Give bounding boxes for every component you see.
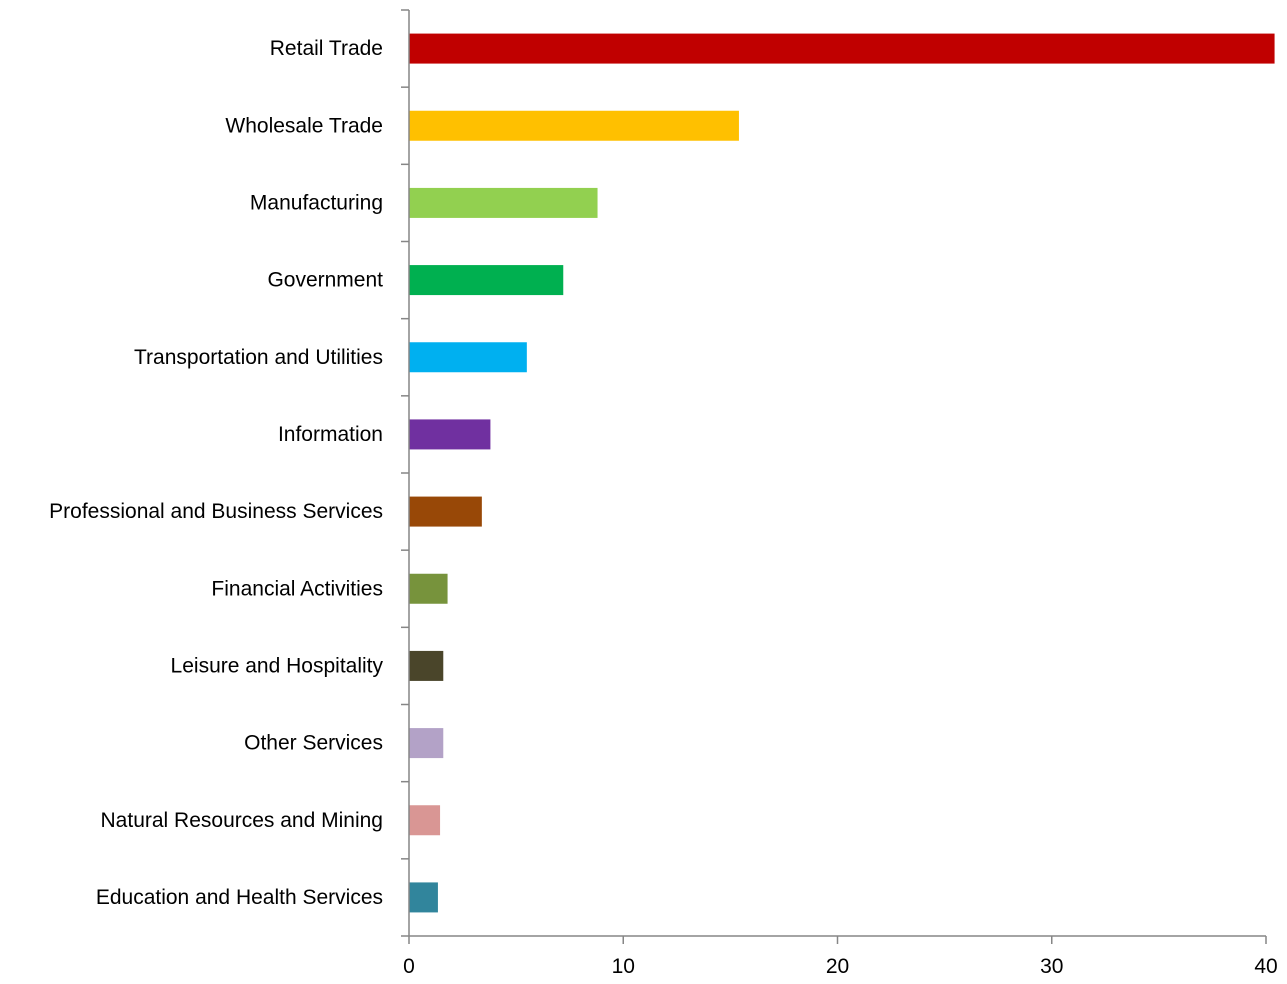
x-tick-label: 0: [403, 955, 415, 978]
category-label-information: Information: [278, 423, 383, 446]
category-label-other-services: Other Services: [244, 732, 383, 755]
category-label-natural-resources-and-mining: Natural Resources and Mining: [101, 809, 383, 832]
category-label-retail-trade: Retail Trade: [270, 37, 383, 60]
x-tick-label: 10: [612, 955, 635, 978]
category-label-government: Government: [267, 269, 383, 292]
bar-government: [409, 265, 564, 296]
bars-group: [409, 33, 1275, 913]
bar-wholesale-trade: [409, 110, 739, 141]
x-tick-label: 40: [1254, 955, 1277, 978]
bar-education-and-health-services: [409, 882, 438, 913]
bar-other-services: [409, 728, 444, 759]
bar-financial-activities: [409, 573, 448, 604]
bar-information: [409, 419, 491, 450]
category-label-education-and-health-services: Education and Health Services: [96, 886, 383, 909]
category-labels-group: Retail Trade Wholesale Trade Manufacturing…: [49, 37, 383, 909]
bar-natural-resources-and-mining: [409, 805, 441, 836]
x-axis: 0 10 20 30 40: [403, 935, 1278, 978]
category-label-transportation-and-utilities: Transportation and Utilities: [134, 346, 383, 369]
bar-leisure-and-hospitality: [409, 650, 444, 681]
bar-retail-trade: [409, 33, 1275, 64]
bar-manufacturing: [409, 187, 598, 218]
category-label-professional-and-business-services: Professional and Business Services: [49, 500, 383, 523]
bar-professional-and-business-services: [409, 496, 482, 527]
y-axis: [401, 9, 410, 937]
x-tick-label: 20: [826, 955, 849, 978]
category-label-wholesale-trade: Wholesale Trade: [225, 114, 383, 137]
category-label-financial-activities: Financial Activities: [211, 577, 383, 600]
x-tick-label: 30: [1040, 955, 1063, 978]
bar-transportation-and-utilities: [409, 342, 527, 373]
category-label-leisure-and-hospitality: Leisure and Hospitality: [171, 654, 384, 677]
category-label-manufacturing: Manufacturing: [250, 191, 383, 214]
